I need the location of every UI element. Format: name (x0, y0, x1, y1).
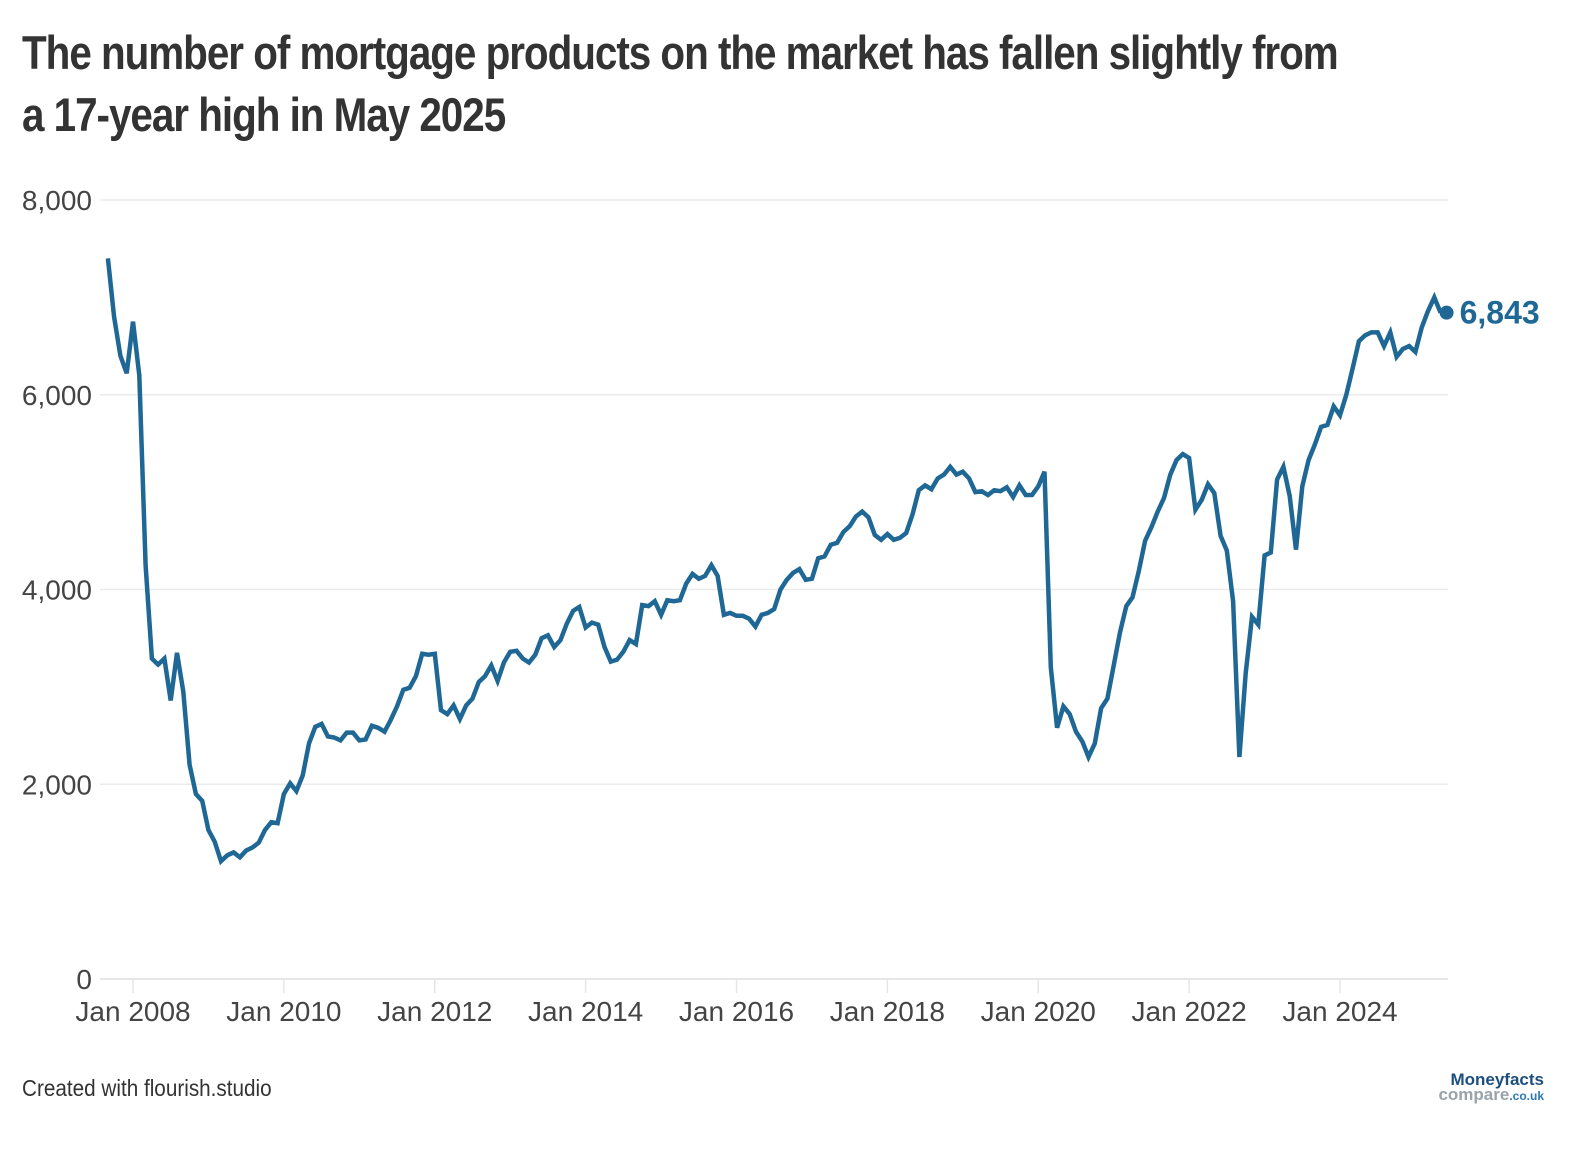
moneyfacts-logo: Moneyfacts compare.co.uk (1438, 1070, 1544, 1104)
footer-credit[interactable]: Created with flourish.studio (22, 1075, 272, 1101)
y-tick-label: 6,000 (22, 380, 92, 411)
logo-line1: Moneyfacts (1450, 1070, 1544, 1089)
series-line (105, 258, 1443, 866)
logo-line3: .co.uk (1509, 1089, 1544, 1103)
x-tick-label: Jan 2014 (528, 996, 643, 1027)
x-tick-label: Jan 2018 (830, 996, 945, 1027)
x-tick-label: Jan 2024 (1282, 996, 1397, 1027)
y-tick-label: 8,000 (22, 185, 92, 216)
logo-line2: compare (1438, 1085, 1510, 1104)
end-point-marker (1439, 305, 1454, 320)
x-axis: Jan 2008 Jan 2010 Jan 2012 Jan 2014 Jan 2016… (75, 979, 1398, 1027)
x-tick-label: Jan 2010 (226, 996, 341, 1027)
x-tick-label: Jan 2020 (981, 996, 1096, 1027)
x-tick-label: Jan 2022 (1132, 996, 1247, 1027)
end-label-group: 6,843 (1439, 295, 1540, 331)
x-tick-label: Jan 2012 (377, 996, 492, 1027)
y-tick-label: 4,000 (22, 575, 92, 606)
x-tick-label: Jan 2016 (679, 996, 794, 1027)
chart-title: The number of mortgage products on the m… (22, 26, 1339, 141)
y-axis: 0 2,000 4,000 6,000 8,000 (22, 185, 92, 995)
series-group (105, 258, 1443, 866)
x-tick-label: Jan 2008 (75, 996, 190, 1027)
y-tick-label: 2,000 (22, 769, 92, 800)
end-value-label: 6,843 (1460, 295, 1540, 331)
y-tick-label: 0 (76, 964, 92, 995)
gridlines (100, 199, 1448, 980)
